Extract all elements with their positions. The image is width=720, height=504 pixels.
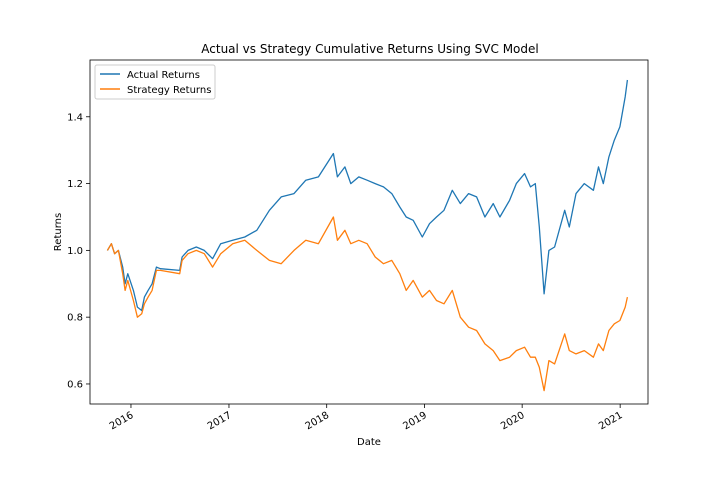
y-tick-label: 0.6: [67, 379, 83, 390]
plot-lines: [106, 79, 629, 392]
legend: Actual Returns Strategy Returns: [94, 64, 216, 100]
y-axis: 0.6 0.8 1.0 1.2 1.4: [67, 112, 90, 390]
y-tick-label: 1.2: [67, 179, 83, 190]
y-tick-label: 0.8: [67, 313, 83, 324]
y-tick-label: 1.4: [67, 112, 83, 123]
legend-label-strategy-returns: Strategy Returns: [127, 85, 211, 96]
series-line-strategy-returns: [106, 216, 629, 392]
y-tick-label: 1.0: [67, 246, 83, 257]
x-axis-label: Date: [357, 437, 381, 448]
legend-box: [94, 64, 216, 100]
plot-frame: [89, 59, 649, 405]
series-line-actual-returns: [106, 79, 629, 312]
legend-label-actual-returns: Actual Returns: [127, 70, 200, 81]
y-axis-label: Returns: [53, 213, 64, 251]
chart-title: Actual vs Strategy Cumulative Returns Us…: [201, 42, 538, 56]
